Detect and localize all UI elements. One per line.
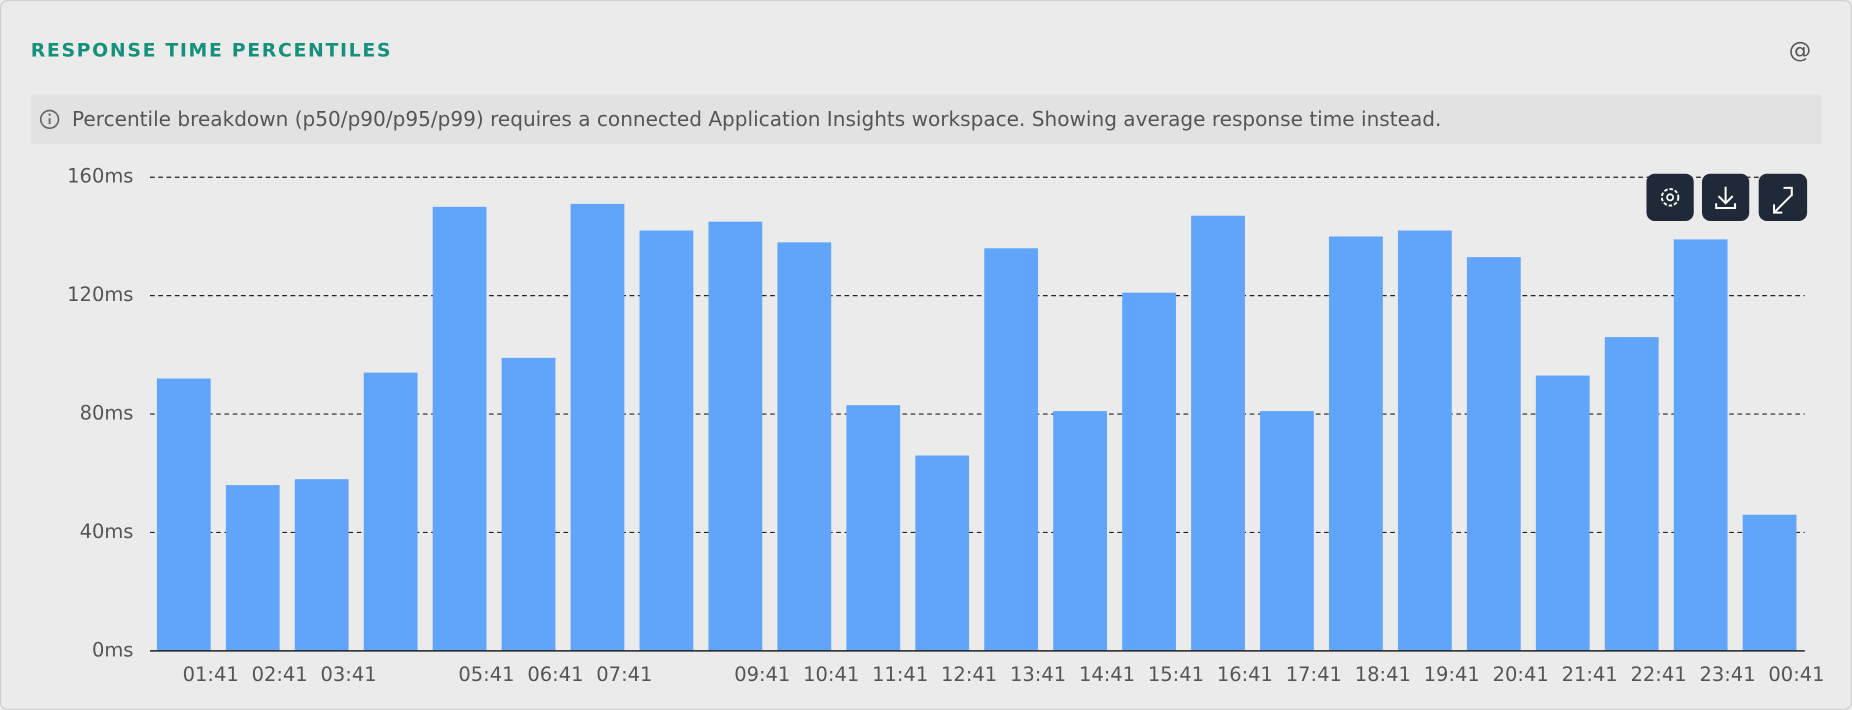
x-tick-label: 19:41 xyxy=(1424,663,1480,686)
x-tick-label: 11:41 xyxy=(872,663,928,686)
y-tick-label: 40ms xyxy=(80,520,134,543)
bar xyxy=(225,485,280,651)
x-tick-label: 14:41 xyxy=(1079,663,1135,686)
bar xyxy=(1535,375,1590,651)
bar xyxy=(777,242,832,651)
plot: 0ms 40ms 80ms 120ms 160ms 01:41 02:41 03:41 05:4… xyxy=(67,165,1824,686)
x-tick-label: 16:41 xyxy=(1217,663,1273,686)
bar xyxy=(1466,257,1521,651)
bar xyxy=(1053,411,1108,651)
panel-menu[interactable]: @ xyxy=(1789,37,1811,63)
bar xyxy=(1397,230,1452,651)
bar xyxy=(156,378,211,651)
x-tick-label: 09:41 xyxy=(734,663,790,686)
x-tick-label: 06:41 xyxy=(527,663,583,686)
bar xyxy=(1604,337,1659,651)
x-tick-label: 01:41 xyxy=(183,663,239,686)
info-icon xyxy=(48,113,51,116)
bar xyxy=(984,248,1039,651)
bar xyxy=(1673,239,1728,651)
bar xyxy=(708,221,763,651)
x-tick-label: 00:41 xyxy=(1768,663,1824,686)
x-tick-label: 20:41 xyxy=(1493,663,1549,686)
x-tick-label: 12:41 xyxy=(941,663,997,686)
settings-button[interactable] xyxy=(1646,173,1694,221)
info-icon xyxy=(39,109,60,130)
bar xyxy=(570,203,625,651)
bar xyxy=(1122,292,1176,651)
bar xyxy=(915,455,970,651)
y-tick-label: 160ms xyxy=(67,165,133,188)
y-tick-label: 120ms xyxy=(67,283,133,306)
bar xyxy=(639,230,694,651)
bar xyxy=(846,405,901,651)
notice-text: Percentile breakdown (p50/p90/p95/p99) r… xyxy=(72,107,1441,131)
x-tick-label: 02:41 xyxy=(252,663,308,686)
fullscreen-button[interactable] xyxy=(1758,173,1808,221)
bar xyxy=(1191,215,1245,651)
notice-box xyxy=(30,94,1822,145)
download-button[interactable] xyxy=(1701,173,1750,221)
x-tick-label: 05:41 xyxy=(458,663,514,686)
x-tick-label: 15:41 xyxy=(1148,663,1204,686)
x-tick-label: 21:41 xyxy=(1562,663,1618,686)
x-tick-label: 22:41 xyxy=(1631,663,1687,686)
x-tick-label: 13:41 xyxy=(1010,663,1066,686)
y-tick-label: 0ms xyxy=(92,638,134,661)
bar xyxy=(294,479,349,651)
x-tick-label: 17:41 xyxy=(1286,663,1342,686)
bar xyxy=(432,206,487,651)
x-tick-label: 18:41 xyxy=(1355,663,1411,686)
y-tick-label: 80ms xyxy=(80,402,134,425)
x-tick-label: 07:41 xyxy=(596,663,652,686)
bar xyxy=(1329,236,1383,651)
x-tick-label: 03:41 xyxy=(321,663,377,686)
bar xyxy=(1260,411,1314,651)
bar xyxy=(1742,514,1797,651)
x-tick-label: 23:41 xyxy=(1699,663,1755,686)
bar xyxy=(501,357,556,651)
bar xyxy=(363,372,418,651)
panel-title: RESPONSE TIME PERCENTILES xyxy=(31,39,392,61)
x-tick-label: 10:41 xyxy=(803,663,859,686)
chart-toolbar xyxy=(1646,173,1808,221)
